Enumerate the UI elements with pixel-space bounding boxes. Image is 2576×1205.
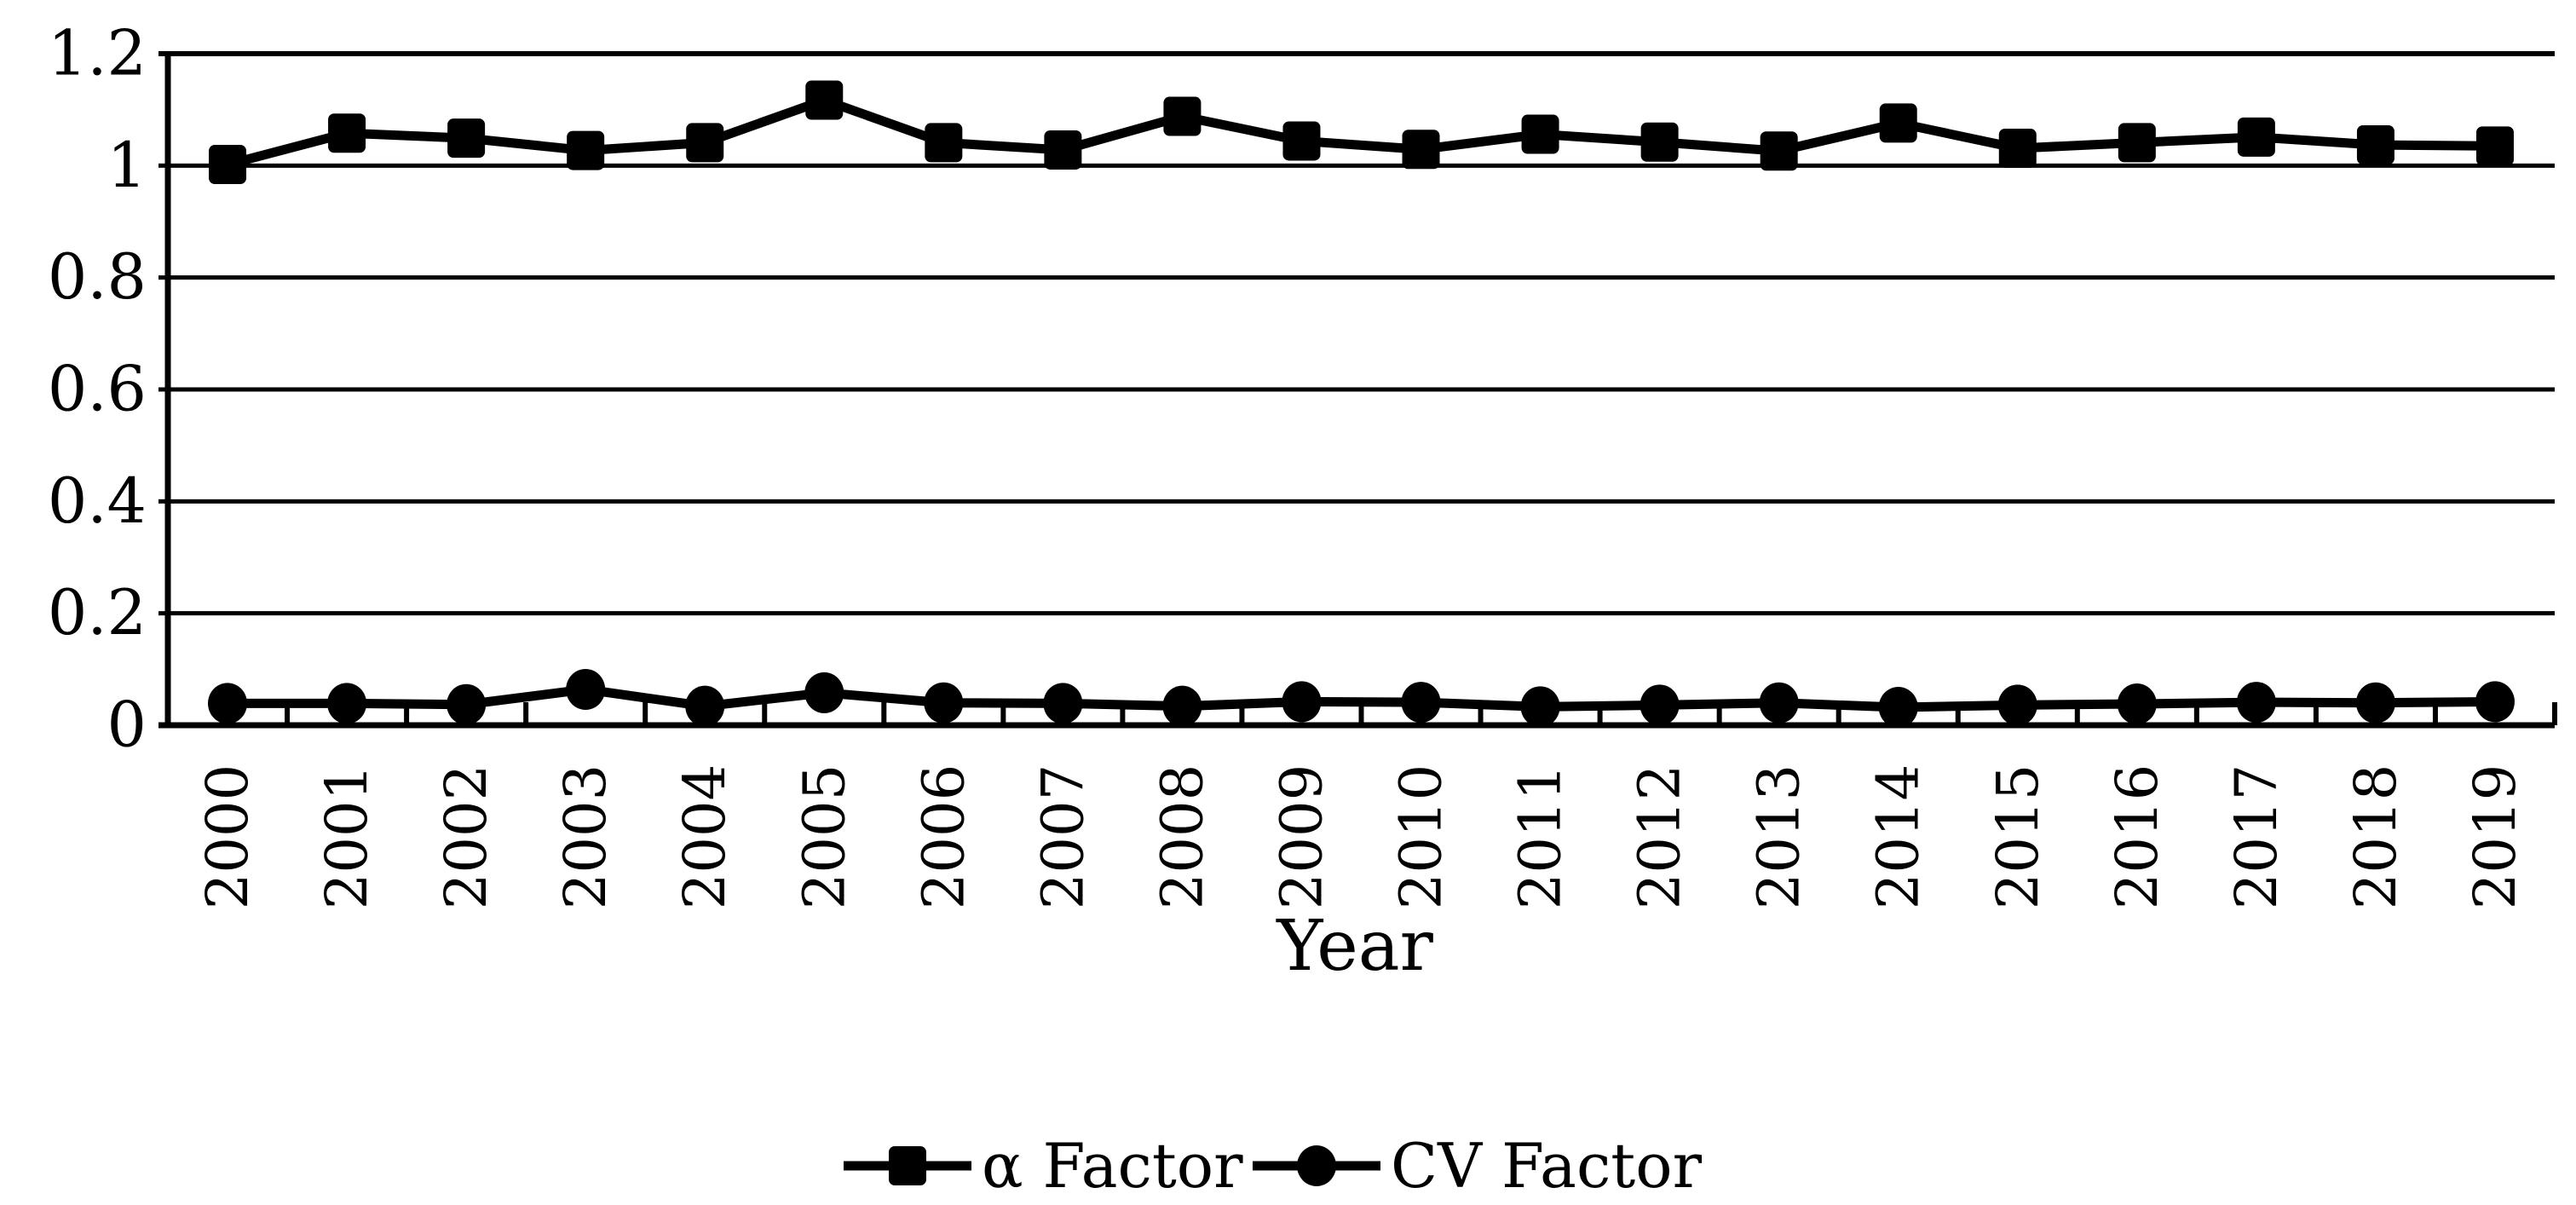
legend-item-alpha: α Factor: [844, 1130, 1243, 1202]
series-layer: [208, 80, 2515, 728]
cv-marker: [1401, 682, 1441, 724]
x-tick-label: 2015: [1985, 764, 2051, 910]
cv-marker: [924, 682, 964, 724]
cv-marker: [327, 683, 367, 724]
cv-marker: [447, 683, 487, 725]
x-tick-label: 2012: [1627, 764, 1693, 910]
x-tick-label: 2008: [1149, 764, 1215, 910]
y-axis-tick-labels: 0 0.2 0.4 0.6 0.8 1 1.2: [48, 18, 147, 762]
legend-label-cv: CV Factor: [1391, 1130, 1703, 1202]
cv-marker: [2475, 681, 2515, 723]
y-tick-label: 1.2: [48, 18, 147, 90]
y-tick-label: 0: [107, 689, 147, 762]
x-tick-label: 2002: [433, 764, 499, 910]
alpha-marker: [447, 118, 486, 159]
alpha-marker: [2118, 123, 2156, 163]
alpha-marker: [1521, 114, 1559, 154]
x-tick-label: 2004: [671, 764, 738, 910]
legend-circle-marker-icon: [1297, 1145, 1336, 1186]
x-tick-label: 2007: [1029, 764, 1096, 910]
x-tick-label: 2011: [1507, 764, 1574, 910]
axes: [158, 51, 2557, 729]
x-tick-label: 2010: [1388, 764, 1455, 910]
y-tick-label: 0.6: [48, 354, 147, 426]
x-tick-label: 2017: [2223, 764, 2290, 910]
x-tick-label: 2003: [552, 764, 619, 910]
alpha-marker: [328, 113, 366, 153]
cv-marker: [1759, 682, 1799, 724]
x-axis-title: Year: [1276, 906, 1433, 987]
alpha-marker: [1760, 131, 1798, 171]
cv-marker: [1878, 686, 1918, 728]
y-tick-label: 0.2: [48, 577, 147, 649]
x-tick-label: 2006: [910, 764, 977, 910]
gridlines: [158, 51, 2555, 728]
cv-marker: [1640, 684, 1680, 726]
alpha-marker: [1163, 96, 1202, 136]
cv-marker: [2117, 683, 2157, 725]
x-tick-label: 2018: [2343, 764, 2409, 910]
alpha-marker: [1640, 122, 1679, 162]
y-tick-label: 1: [107, 130, 147, 202]
x-tick-label: 2019: [2462, 764, 2528, 910]
legend-square-marker-icon: [889, 1146, 926, 1185]
x-tick-label: 2001: [314, 764, 380, 910]
x-tick-label: 2016: [2104, 764, 2170, 910]
x-tick-label: 2014: [1865, 764, 1932, 910]
cv-marker: [2355, 682, 2395, 724]
alpha-marker: [567, 130, 605, 170]
alpha-marker: [1402, 130, 1440, 170]
x-tick-label: 2013: [1746, 764, 1812, 910]
alpha-marker: [2356, 125, 2394, 165]
legend: α Factor CV Factor: [844, 1130, 1703, 1202]
alpha-marker: [925, 123, 963, 163]
alpha-marker: [1044, 130, 1082, 170]
alpha-marker: [805, 80, 844, 120]
cv-marker: [685, 685, 725, 727]
alpha-series-line: [226, 95, 2496, 170]
alpha-marker: [209, 145, 247, 185]
cv-marker: [1520, 686, 1560, 728]
legend-item-cv: CV Factor: [1253, 1130, 1703, 1202]
legend-label-alpha: α Factor: [982, 1130, 1243, 1202]
cv-marker: [2236, 682, 2276, 724]
x-axis-tick-labels: 2000 2001 2002 2003 2004 2005 2006 2007 2008 2009…: [194, 764, 2528, 910]
x-tick-label: 2005: [791, 764, 857, 910]
cv-marker: [566, 668, 606, 710]
cv-series-line: [228, 684, 2496, 712]
x-tick-label: 2009: [1268, 764, 1334, 910]
alpha-marker: [2237, 117, 2275, 157]
cv-marker: [1282, 681, 1322, 723]
y-tick-label: 0.8: [48, 241, 147, 314]
cv-marker: [804, 672, 844, 713]
y-tick-label: 0.4: [48, 465, 147, 538]
x-tick-label: 2000: [194, 764, 261, 910]
cv-marker: [208, 683, 248, 724]
alpha-marker: [686, 123, 724, 163]
cv-marker: [1162, 685, 1202, 727]
cv-marker: [1043, 683, 1083, 724]
cv-marker: [1997, 684, 2037, 726]
alpha-marker: [1879, 103, 1917, 143]
alpha-marker: [1998, 128, 2037, 168]
alpha-marker: [1282, 121, 1321, 161]
alpha-marker: [2475, 126, 2514, 166]
